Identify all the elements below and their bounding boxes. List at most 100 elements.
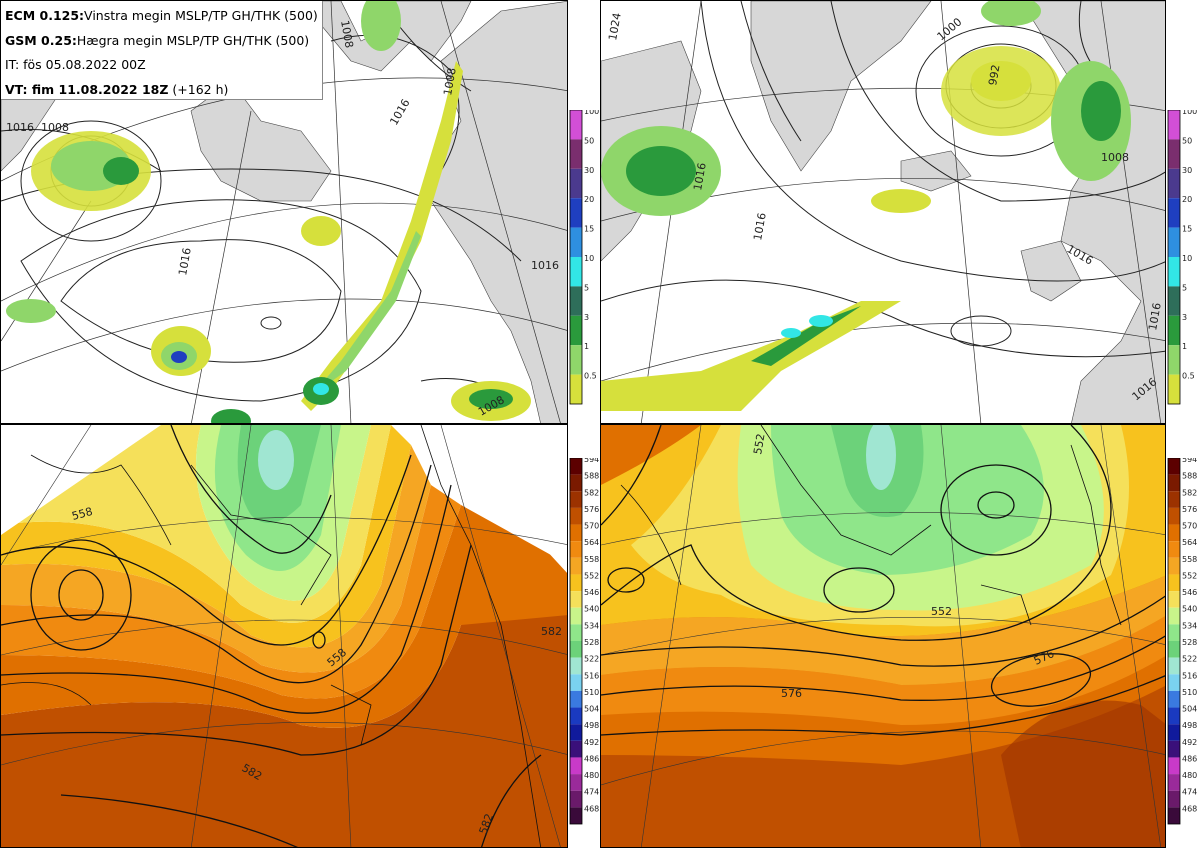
- colorbar-label: 474: [584, 788, 599, 797]
- colorbar-swatch: [570, 690, 582, 708]
- colorbar-swatch: [1168, 139, 1180, 169]
- colorbar-swatch: [1168, 557, 1180, 575]
- svg-text:1016: 1016: [176, 247, 194, 277]
- colorbar-label: 534: [1182, 621, 1197, 630]
- colorbar-label: 30: [1182, 166, 1192, 175]
- colorbar-swatch: [570, 227, 582, 257]
- colorbar-swatch: [1168, 345, 1180, 375]
- gh-colorbar-right: 594 588 582 576 570 564 558 552 546 540 534 528 522 5…: [1166, 458, 1200, 826]
- colorbar-label: 468: [1182, 804, 1197, 813]
- colorbar-swatch: [1168, 624, 1180, 641]
- colorbar-label: 558: [584, 555, 599, 564]
- colorbar-swatch: [570, 557, 582, 575]
- colorbar-swatch: [570, 757, 582, 775]
- colorbar-label: 492: [584, 738, 599, 747]
- gh-band-564: [1, 445, 431, 673]
- colorbar-label: 576: [584, 505, 599, 514]
- run-info-box: ECM 0.125:Vinstra megin MSLP/TP GH/THK (…: [1, 1, 323, 100]
- svg-text:1016: 1016: [531, 259, 559, 272]
- colorbar-label: 15: [584, 225, 594, 234]
- colorbar-swatch: [570, 591, 582, 608]
- colorbar-swatch: [1168, 607, 1180, 625]
- colorbar-label: 558: [1182, 555, 1197, 564]
- colorbar-label: 50: [1182, 136, 1192, 145]
- svg-text:1016: 1016: [1146, 302, 1164, 332]
- colorbar-swatch: [570, 168, 582, 199]
- info-line-initial-time: IT: fös 05.08.2022 00Z: [5, 57, 146, 72]
- gh-band-564: [601, 575, 1165, 685]
- gh-contour-labels: 552 576 576 552: [751, 433, 1056, 700]
- colorbar-label: 474: [1182, 788, 1197, 797]
- colorbar-label: 570: [584, 522, 599, 531]
- precip-colorbar-right: 100 50 30 20 15 10 5 3 1 0.5: [1166, 110, 1200, 406]
- gh-colorbar-svg: 594 588 582 576 570 564 558 552 546 540 534 528 522 5…: [569, 458, 599, 825]
- svg-text:1016: 1016: [691, 162, 709, 192]
- ecm-mslp-precip-map: 1008 1016 1008 1016 1016 1008 1016 1008 …: [0, 0, 568, 424]
- colorbar-swatch: [570, 607, 582, 625]
- colorbar-swatch: [570, 574, 582, 592]
- colorbar-label: 5: [584, 283, 589, 292]
- colorbar-swatch: [1168, 474, 1180, 492]
- graticule: [601, 425, 1165, 847]
- colorbar-swatch: [570, 740, 582, 758]
- colorbar-swatch: [570, 657, 582, 675]
- colorbar-label: 582: [1182, 488, 1197, 497]
- land-british-isles: [1020, 240, 1082, 302]
- info-line-gsm: GSM 0.25:Hægra megin MSLP/TP GH/THK (500…: [5, 32, 310, 48]
- colorbar-swatch: [1168, 491, 1180, 508]
- colorbar-swatch: [1168, 257, 1180, 287]
- graticule: [601, 1, 1165, 423]
- colorbar-swatch: [1168, 507, 1180, 525]
- colorbar-label: 534: [584, 621, 599, 630]
- svg-text:1008: 1008: [41, 121, 69, 134]
- colorbar-swatch: [570, 807, 582, 824]
- colorbar-swatch: [570, 674, 582, 691]
- colorbar-swatch: [1168, 541, 1180, 558]
- land-iceland: [900, 150, 972, 192]
- colorbar-swatch: [570, 110, 582, 140]
- coastlines: [620, 425, 1122, 626]
- ecm-gh500-svg: 558 558 582 582 582: [1, 425, 567, 847]
- colorbar-label: 100: [584, 110, 599, 116]
- colorbar-label: 5: [1182, 283, 1187, 292]
- gsm-gh500-svg: 552 576 576 552: [601, 425, 1165, 847]
- colorbar-swatch: [570, 257, 582, 287]
- ecm-gh500-map: 558 558 582 582 582: [0, 424, 568, 848]
- colorbar-swatch: [1168, 458, 1180, 475]
- colorbar-swatch: [570, 774, 582, 791]
- colorbar-label: 0.5: [1182, 372, 1195, 381]
- colorbar-label: 510: [1182, 688, 1197, 697]
- colorbar-swatch: [1168, 315, 1180, 346]
- svg-text:1016: 1016: [6, 121, 34, 134]
- colorbar-swatch: [1168, 757, 1180, 775]
- colorbar-label: 552: [1182, 571, 1197, 580]
- colorbar-label: 588: [1182, 472, 1197, 481]
- colorbar-swatch: [1168, 110, 1180, 140]
- gh-colorbar-svg: 594 588 582 576 570 564 558 552 546 540 534 528 522 5…: [1167, 458, 1197, 825]
- colorbar-label: 576: [1182, 505, 1197, 514]
- colorbar-label: 480: [584, 771, 599, 780]
- colorbar-swatch: [1168, 690, 1180, 708]
- colorbar-swatch: [1168, 641, 1180, 658]
- colorbar-label: 504: [1182, 705, 1197, 714]
- colorbar-label: 468: [584, 804, 599, 813]
- colorbar-label: 10: [584, 254, 594, 263]
- colorbar-swatch: [570, 507, 582, 525]
- colorbar-label: 546: [1182, 588, 1197, 597]
- colorbar-label: 10: [1182, 254, 1192, 263]
- colorbar-label: 516: [584, 671, 599, 680]
- gsm-mslp-precip-map: 1016 1000 992 1016 1008 1016 1024 1016 1…: [600, 0, 1166, 424]
- colorbar-label: 588: [584, 472, 599, 481]
- colorbar-swatch: [1168, 657, 1180, 675]
- colorbar-label: 20: [584, 195, 594, 204]
- gh-band-552: [1, 425, 391, 623]
- colorbar-label: 498: [584, 721, 599, 730]
- colorbar-label: 3: [584, 313, 589, 322]
- colorbar-label: 516: [1182, 671, 1197, 680]
- svg-text:1016: 1016: [751, 212, 769, 242]
- colorbar-swatch: [570, 458, 582, 475]
- colorbar-label: 594: [584, 458, 599, 464]
- colorbar-swatch: [570, 724, 582, 741]
- precip-colorbar-svg: 100 50 30 20 15 10 5 3 1 0.5: [1167, 110, 1197, 405]
- colorbar-label: 552: [584, 571, 599, 580]
